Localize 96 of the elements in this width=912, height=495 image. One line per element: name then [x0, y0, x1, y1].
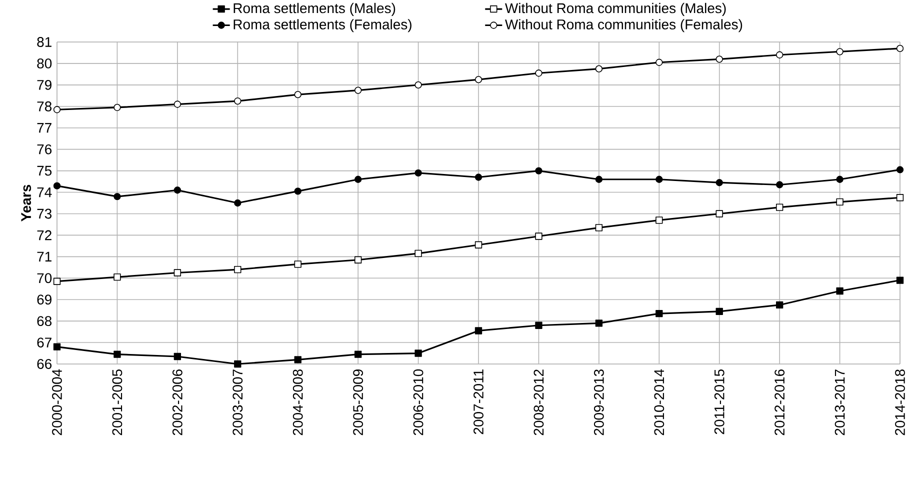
point — [174, 100, 182, 108]
point — [53, 278, 61, 285]
point — [716, 210, 723, 218]
point — [595, 176, 603, 183]
point — [656, 58, 663, 66]
x-tick-label: 2001-2005 — [112, 369, 122, 436]
point — [535, 70, 542, 77]
point — [53, 106, 61, 114]
y-tick-label: 66 — [37, 359, 52, 369]
y-tick-label: 74 — [37, 187, 52, 198]
x-tick-label: 2007-2011 — [474, 370, 484, 434]
point — [535, 232, 542, 240]
point — [294, 188, 302, 195]
point — [836, 198, 844, 206]
point — [656, 176, 663, 183]
y-tick-label: 81 — [37, 37, 52, 47]
point — [896, 194, 904, 202]
x-tick-label: 2012-2016 — [774, 369, 785, 436]
point — [114, 104, 121, 112]
point — [174, 186, 182, 194]
point — [354, 350, 362, 358]
x-tick-label: 2005-2009 — [353, 370, 364, 436]
point — [234, 360, 242, 368]
point — [896, 44, 904, 52]
x-tick-label: 2006-2010 — [413, 369, 424, 436]
x-tick-label: 2002-2006 — [172, 369, 182, 436]
y-axis-title: Years — [21, 184, 32, 222]
legend-label: Roma settlements (Males) — [234, 2, 396, 16]
point — [716, 308, 723, 315]
point — [896, 276, 904, 284]
point — [414, 169, 422, 177]
x-tick-label: 2004-2008 — [292, 369, 303, 436]
y-tick-label: 68 — [37, 316, 52, 326]
point — [776, 51, 784, 58]
point — [294, 260, 302, 268]
point — [234, 199, 242, 207]
x-tick-label: 2000-2004 — [52, 369, 62, 436]
point — [354, 256, 362, 264]
point — [414, 350, 422, 357]
point — [174, 352, 182, 360]
point — [836, 287, 844, 295]
y-tick-label: 72 — [37, 230, 52, 240]
legend-label: Roma settlements (Females) — [234, 19, 412, 32]
point — [414, 81, 422, 89]
point — [474, 174, 482, 181]
point — [776, 204, 784, 211]
point — [716, 179, 723, 186]
point — [114, 273, 121, 281]
point — [294, 356, 302, 364]
legend-label: Without Roma communities (Males) — [504, 2, 726, 16]
point — [474, 241, 482, 248]
point — [354, 86, 362, 94]
point — [234, 266, 242, 274]
y-tick-label: 71 — [37, 252, 52, 262]
point — [656, 216, 663, 224]
y-tick-label: 77 — [37, 123, 52, 133]
y-tick-label: 78 — [37, 101, 52, 112]
point — [535, 322, 542, 329]
point — [53, 343, 61, 350]
point — [53, 182, 61, 190]
y-tick-label: 73 — [37, 208, 52, 219]
point — [595, 224, 603, 232]
y-tick-label: 69 — [37, 294, 52, 305]
x-tick-label: 2014-2018 — [895, 369, 905, 436]
legend-label: Without Roma communities (Females) — [504, 19, 742, 32]
x-tick-label: 2003-2007 — [232, 370, 243, 436]
x-tick-label: 2011-2015 — [714, 369, 724, 434]
x-tick-label: 2010-2014 — [654, 369, 664, 436]
y-tick-label: 79 — [37, 80, 52, 90]
point — [234, 97, 242, 105]
point — [474, 327, 482, 334]
point — [656, 310, 663, 318]
y-tick-label: 75 — [37, 166, 52, 176]
y-tick-label: 70 — [37, 273, 52, 284]
point — [716, 56, 723, 63]
x-tick-label: 2013-2017 — [834, 370, 845, 436]
point — [776, 181, 784, 188]
point — [595, 65, 603, 72]
point — [836, 48, 844, 56]
x-tick-label: 2008-2012 — [534, 370, 544, 436]
point — [595, 320, 603, 327]
y-tick-label: 80 — [37, 58, 52, 68]
point — [294, 91, 302, 98]
point — [354, 176, 362, 183]
point — [114, 350, 121, 358]
point — [414, 250, 422, 258]
y-tick-label: 76 — [37, 144, 52, 154]
point — [535, 167, 542, 174]
point — [836, 176, 844, 183]
point — [114, 192, 121, 200]
point — [174, 269, 182, 276]
point — [474, 76, 482, 84]
point — [776, 301, 784, 309]
x-tick-label: 2009-2013 — [594, 369, 604, 436]
point — [896, 166, 904, 174]
y-tick-label: 67 — [37, 338, 52, 348]
